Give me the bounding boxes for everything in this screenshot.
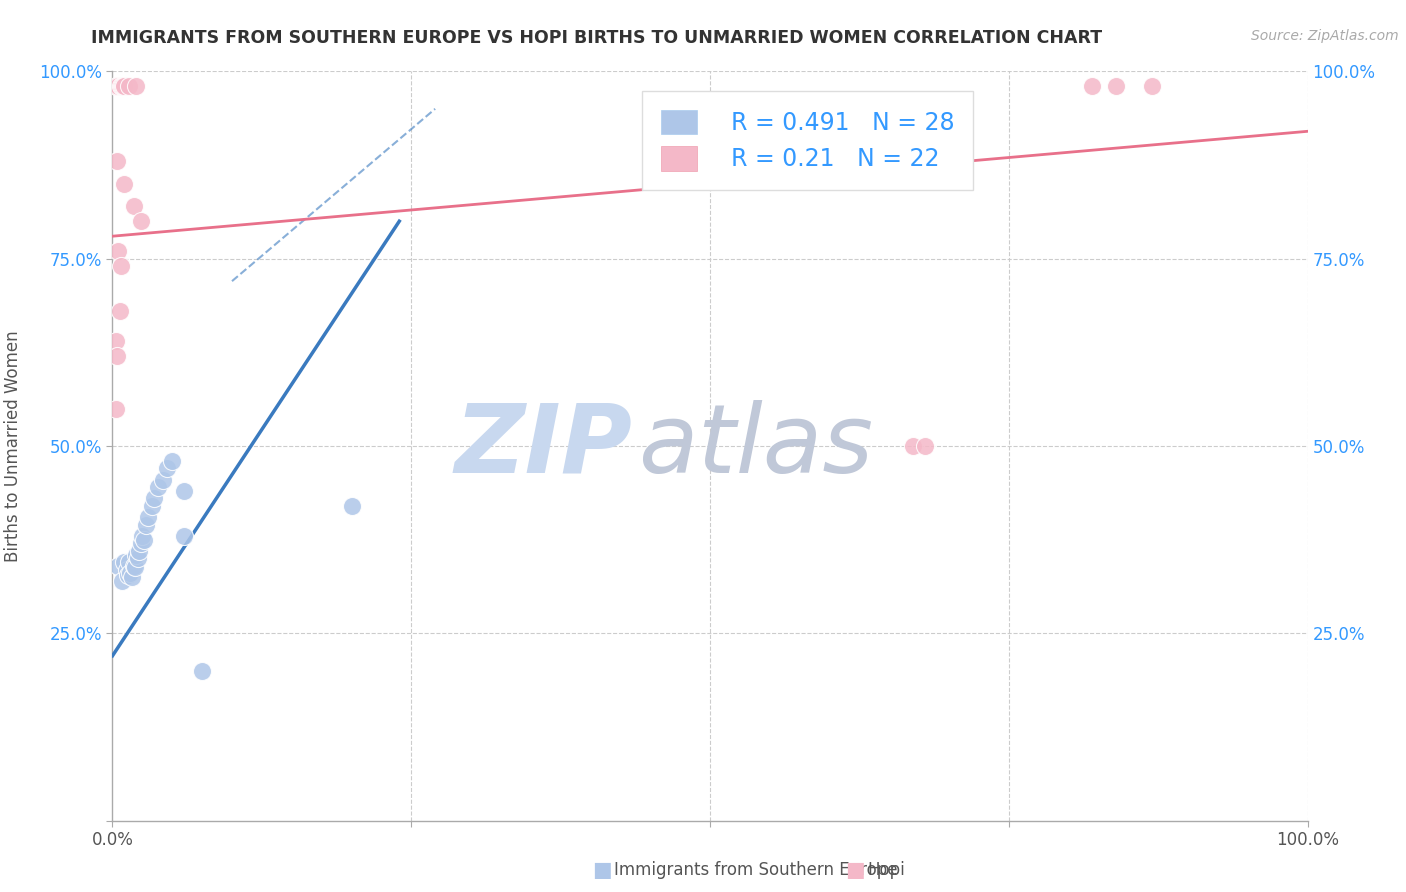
Text: atlas: atlas [638,400,873,492]
Text: Immigrants from Southern Europe: Immigrants from Southern Europe [614,861,898,879]
Text: IMMIGRANTS FROM SOUTHERN EUROPE VS HOPI BIRTHS TO UNMARRIED WOMEN CORRELATION CH: IMMIGRANTS FROM SOUTHERN EUROPE VS HOPI … [91,29,1102,46]
Text: ZIP: ZIP [454,400,633,492]
Y-axis label: Births to Unmarried Women: Births to Unmarried Women [4,330,22,562]
Legend:   R = 0.491   N = 28,   R = 0.21   N = 22: R = 0.491 N = 28, R = 0.21 N = 22 [643,91,973,190]
Text: ■: ■ [845,860,865,880]
Text: Source: ZipAtlas.com: Source: ZipAtlas.com [1251,29,1399,43]
Text: Hopi: Hopi [868,861,905,879]
Text: ■: ■ [592,860,612,880]
